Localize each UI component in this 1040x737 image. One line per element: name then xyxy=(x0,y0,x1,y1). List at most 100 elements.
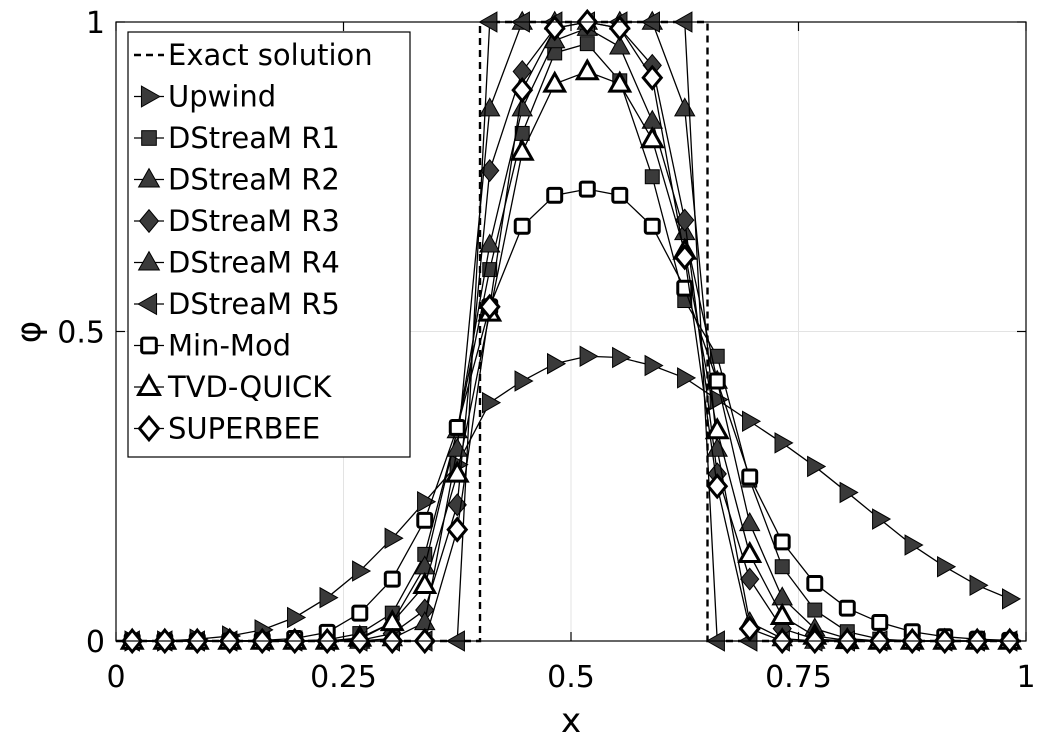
legend-item-5: DStreaM R4 xyxy=(134,246,340,280)
series-7-point-13 xyxy=(542,70,568,93)
series-6-point-13 xyxy=(546,186,564,204)
legend-item-7: Min-Mod xyxy=(134,329,291,363)
series-2-point-11 xyxy=(478,233,501,253)
series-6-point-23 xyxy=(871,613,889,631)
series-0-point-15 xyxy=(612,346,632,369)
series-0-point-19 xyxy=(742,410,762,433)
legend-label-5: DStreaM R4 xyxy=(168,246,340,280)
series-8-point-10 xyxy=(446,516,469,543)
series-0-point-21 xyxy=(807,455,827,478)
legend-label-3: DStreaM R2 xyxy=(168,163,340,197)
series-7-point-9 xyxy=(412,571,438,594)
series-0-point-7 xyxy=(352,560,372,582)
series-2-point-12 xyxy=(511,97,533,117)
axis-ticks: 0 0.25 0.5 0.75 1 0 0.5 1 xyxy=(57,6,1035,695)
legend-box xyxy=(127,31,411,458)
series-2-point-19 xyxy=(738,512,761,532)
series-0-point-18 xyxy=(709,388,729,411)
legend-item-9: SUPERBEE xyxy=(134,412,320,446)
series-0-point-26 xyxy=(969,574,989,597)
series-7-point-15 xyxy=(607,70,633,93)
series-6-point-14 xyxy=(578,180,596,198)
series-7-point-14 xyxy=(574,58,600,81)
series-0-point-5 xyxy=(287,606,307,629)
series-6-point-22 xyxy=(838,599,856,617)
x-tick-label-4: 1 xyxy=(1016,660,1035,695)
legend-label-7: Min-Mod xyxy=(168,329,291,363)
legend-item-8: TVD-QUICK xyxy=(134,370,332,404)
series-6-point-15 xyxy=(611,186,629,204)
x-tick-label-0: 0 xyxy=(106,660,125,695)
legend-item-3: DStreaM R2 xyxy=(134,163,340,197)
legend-item-4: DStreaM R3 xyxy=(134,204,340,238)
series-7-point-10 xyxy=(444,460,470,483)
legend-marker-4 xyxy=(138,208,160,234)
series-0-point-20 xyxy=(774,432,794,454)
legend-marker-7 xyxy=(140,336,158,355)
legend-marker-5 xyxy=(137,250,161,271)
legend-label-4: DStreaM R3 xyxy=(168,204,340,238)
series-3-point-19 xyxy=(740,567,760,591)
legend-item-6: DStreaM R5 xyxy=(134,287,340,321)
series-6-point-18 xyxy=(708,372,726,390)
series-6-point-19 xyxy=(741,468,759,486)
legend: Exact solution Upwind DStreaM R1 DStreaM R2… xyxy=(127,31,411,458)
series-6-point-7 xyxy=(351,604,369,622)
x-tick-label-3: 0.75 xyxy=(765,660,832,695)
legend-label-9: SUPERBEE xyxy=(168,412,320,446)
series-7-point-20 xyxy=(769,602,795,625)
series-line-6 xyxy=(132,188,1010,642)
series-0-point-24 xyxy=(904,534,924,556)
series-0-point-13 xyxy=(547,352,567,375)
series-6-point-8 xyxy=(383,570,401,588)
series-0-point-11 xyxy=(482,391,502,414)
series-8-point-11 xyxy=(478,293,501,320)
legend-marker-2 xyxy=(141,130,157,146)
legend-marker-3 xyxy=(137,167,161,188)
legend-label-0: Exact solution xyxy=(168,38,373,72)
legend-item-0: Exact solution xyxy=(134,38,373,72)
y-tick-label-1: 0.5 xyxy=(57,316,105,351)
series-7-point-16 xyxy=(639,126,665,149)
x-axis-label: x xyxy=(561,701,581,737)
series-0-point-23 xyxy=(872,508,892,530)
y-tick-label-2: 1 xyxy=(86,6,105,41)
legend-item-1: Upwind xyxy=(134,80,276,114)
series-0-point-12 xyxy=(514,370,534,392)
series-3-point-17 xyxy=(675,208,695,232)
series-1-point-18 xyxy=(709,348,725,364)
series-1-point-14 xyxy=(579,36,595,52)
x-tick-label-2: 0.5 xyxy=(547,660,595,695)
y-tick-label-0: 0 xyxy=(86,625,105,660)
series-8-point-18 xyxy=(706,473,729,500)
legend-label-2: DStreaM R1 xyxy=(168,121,340,155)
series-0-point-22 xyxy=(839,481,859,504)
series-8-point-19 xyxy=(738,615,761,642)
series-8-point-17 xyxy=(673,244,696,271)
series-0-point-9 xyxy=(417,490,437,513)
series-0-point-17 xyxy=(677,367,697,389)
series-2-point-15 xyxy=(609,35,631,55)
series-7-point-19 xyxy=(737,540,763,564)
series-6-point-10 xyxy=(448,418,466,436)
legend-marker-1 xyxy=(140,85,161,108)
x-tick-label-1: 0.25 xyxy=(310,660,377,695)
series-0-point-14 xyxy=(579,345,599,368)
series-0-point-6 xyxy=(319,586,339,609)
legend-marker-6 xyxy=(137,292,158,316)
series-0-point-25 xyxy=(937,555,957,578)
series-7-point-12 xyxy=(509,138,535,161)
series-1-point-20 xyxy=(774,559,790,575)
series-1-point-16 xyxy=(644,169,660,185)
series-0-point-27 xyxy=(1002,588,1022,610)
legend-marker-8 xyxy=(136,373,162,397)
series-1-point-21 xyxy=(807,602,823,618)
series-line-0 xyxy=(132,355,1010,642)
series-6-point-16 xyxy=(643,217,661,235)
legend-label-8: TVD-QUICK xyxy=(167,370,332,404)
series-7-point-18 xyxy=(704,417,730,440)
legend-label-6: DStreaM R5 xyxy=(168,287,340,321)
series-8-point-12 xyxy=(511,76,534,104)
series-8-point-16 xyxy=(641,64,664,91)
